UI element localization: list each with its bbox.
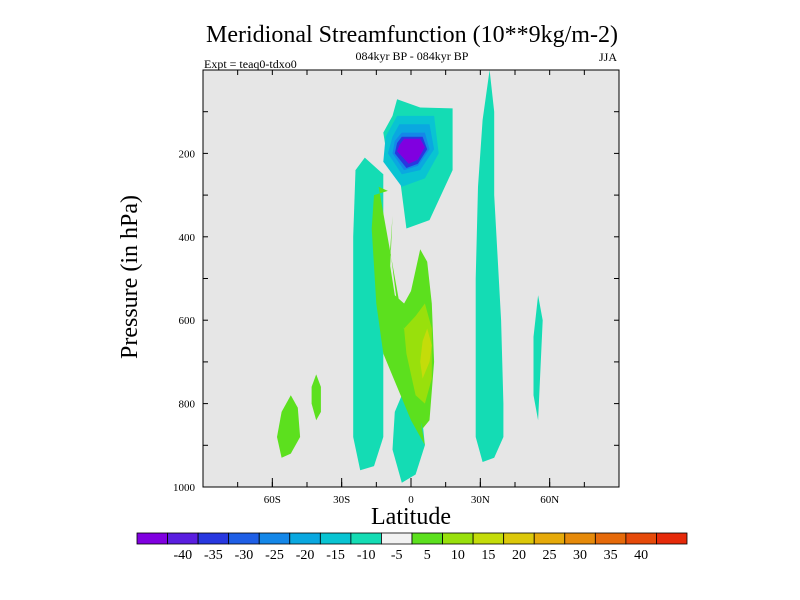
colorbar-label: -5: [391, 548, 403, 563]
y-tick-label: 600: [179, 315, 196, 327]
colorbar-swatch: [136, 532, 168, 545]
experiment-label: Expt = teaq0-tdxo0: [204, 57, 297, 71]
colorbar-swatch: [197, 532, 230, 545]
x-tick-label: 60S: [264, 494, 281, 506]
colorbar-label: 5: [424, 548, 431, 563]
colorbar-swatch: [656, 532, 688, 545]
colorbar-label: 15: [481, 548, 495, 563]
colorbar-swatch: [564, 532, 596, 545]
colorbar-label: -15: [326, 548, 345, 563]
colorbar-swatch: [442, 532, 474, 545]
season-label: JJA: [599, 50, 617, 64]
colorbar-label: 30: [573, 548, 587, 563]
x-tick-label: 0: [408, 494, 414, 506]
colorbar-swatch: [258, 532, 291, 545]
colorbar-swatch: [594, 532, 627, 545]
colorbar-swatch: [533, 532, 566, 545]
y-tick-label: 200: [179, 148, 196, 160]
x-axis-label: Latitude: [371, 504, 451, 530]
colorbar-label: 25: [543, 548, 557, 563]
colorbar-swatch: [625, 532, 657, 545]
x-tick-label: 30N: [471, 494, 490, 506]
colorbar-label: 20: [512, 548, 526, 563]
colorbar-label: -10: [357, 548, 376, 563]
y-axis: 200 400 600 800 1000: [173, 111, 619, 494]
colorbar-label: -40: [173, 548, 192, 563]
colorbar-swatch: [381, 532, 413, 545]
colorbar-swatch: [319, 532, 352, 545]
colorbar-label: -20: [296, 548, 315, 563]
y-tick-label: 800: [179, 399, 196, 411]
contour-region-11: [420, 328, 432, 379]
contour-region-14: [533, 295, 543, 421]
chart-subtitle: 084kyr BP - 084kyr BP: [356, 49, 469, 63]
chart-title: Meridional Streamfunction (10**9kg/m-2): [206, 22, 618, 48]
colorbar-label: 10: [451, 548, 465, 563]
x-axis: 60S 30S 0 30N 60N: [237, 70, 585, 506]
colorbar-swatch: [411, 532, 443, 545]
x-tick-label: 30S: [333, 494, 350, 506]
colorbar-swatch: [472, 532, 505, 545]
y-tick-label: 1000: [173, 482, 196, 494]
colorbar-swatch: [350, 532, 382, 545]
contour-region-10: [404, 303, 432, 404]
colorbar-swatch: [503, 532, 535, 545]
colorbar-label: -35: [204, 548, 223, 563]
colorbar-swatch: [289, 532, 321, 545]
colorbar-label: -30: [235, 548, 254, 563]
colorbar-swatch: [167, 532, 199, 545]
colorbar-label: -25: [265, 548, 284, 563]
x-tick-label: 60N: [540, 494, 559, 506]
y-axis-label: Pressure (in hPa): [117, 195, 143, 359]
contour-region-12: [277, 395, 301, 458]
contour-region-3: [475, 70, 504, 462]
contour-region-13: [311, 374, 321, 421]
colorbar-label: 35: [604, 548, 618, 563]
colorbar-label: 40: [634, 548, 648, 563]
y-tick-label: 400: [179, 232, 196, 244]
contour-region-8: [397, 138, 425, 164]
colorbar-swatch: [228, 532, 260, 545]
contour-regions: [277, 70, 543, 483]
colorbar: -40 -35 -30 -25 -20 -15 -10 -5 5 10 15 20 25 30 35 40: [136, 532, 688, 563]
